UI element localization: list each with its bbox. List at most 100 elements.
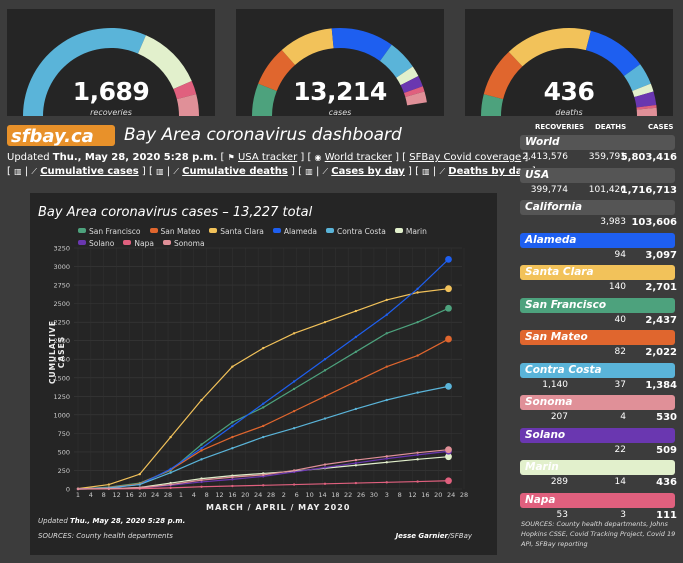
x-tick-label: 10: [305, 491, 313, 499]
y-tick-label: 750: [58, 430, 70, 438]
deaths-value: 436: [543, 77, 595, 106]
legend-swatch: [78, 240, 86, 245]
recoveries-cell: 399,774: [530, 184, 568, 195]
cases-by-day-link[interactable]: Cases by day: [331, 166, 405, 177]
deaths-cell: 82: [614, 347, 626, 357]
deaths-cell: 22: [614, 444, 626, 455]
y-tick-label: 3000: [53, 263, 70, 271]
data-point: [292, 483, 296, 486]
series-santa-clara: [76, 285, 452, 490]
line-chart-icon: ⟋: [173, 167, 179, 176]
gauge-segment: [252, 83, 277, 116]
cases-cell: 3,097: [645, 249, 677, 261]
data-point: [200, 480, 203, 484]
x-tick-label: 20: [241, 491, 249, 499]
region-label: San Mateo: [520, 330, 675, 345]
updated-prefix: Updated: [7, 152, 50, 163]
deaths-cell: 3: [620, 509, 626, 520]
flag-icon: ⚑: [227, 153, 235, 162]
data-point: [292, 387, 296, 391]
legend-label: San Mateo: [160, 227, 201, 236]
deaths-cell: 37: [614, 379, 626, 390]
data-point: [354, 461, 358, 465]
cases-cell: 509: [656, 444, 677, 456]
legend-item[interactable]: San Mateo: [149, 227, 201, 236]
line-chart-icon: ⟋: [322, 167, 329, 176]
data-point: [262, 435, 265, 439]
deaths-cell: 3,983: [600, 217, 626, 227]
x-tick-label: 8: [205, 491, 209, 499]
credit-name: Jesse Garnier: [395, 532, 448, 540]
cases-gauge-arc: [252, 27, 427, 116]
gauge-segment: [403, 86, 425, 98]
deaths-cell: 14: [614, 477, 626, 487]
deaths-by-day-link[interactable]: Deaths by day: [448, 166, 529, 177]
data-point: [354, 481, 358, 485]
deaths-gauge-arc: [481, 27, 657, 116]
deaths-cell: 359,791: [588, 152, 626, 162]
data-point: [354, 309, 358, 313]
legend-swatch: [123, 240, 132, 245]
x-tick-label: 3: [385, 491, 389, 499]
legend-item[interactable]: Alameda: [272, 227, 317, 236]
bar-chart-icon: ▥: [156, 167, 164, 176]
recoveries-cell: 2,413,576: [522, 152, 568, 162]
x-tick-label: 16: [421, 491, 429, 499]
chart-credit: Jesse Garnier/SFBay: [396, 532, 472, 540]
data-point: [416, 320, 419, 324]
recoveries-label: recoveries: [90, 108, 132, 117]
gauge-segment: [483, 51, 523, 100]
usa-tracker-link[interactable]: USA tracker: [237, 152, 298, 163]
cumulative-cases-link[interactable]: Cumulative cases: [40, 166, 139, 177]
legend-item[interactable]: Contra Costa: [325, 227, 386, 236]
series-line: [77, 288, 449, 490]
y-tick-label: 250: [58, 467, 70, 475]
sfbay-logo[interactable]: sfbay.ca: [7, 123, 117, 147]
data-point: [292, 469, 296, 472]
legend-label: San Francisco: [89, 227, 141, 236]
table-row: 1,140 37 1,384: [520, 380, 677, 393]
region-label: California: [520, 200, 675, 215]
data-point: [385, 398, 388, 402]
data-point: [231, 447, 234, 450]
x-tick-label: 16: [125, 491, 133, 499]
deaths-cell: 101,426: [588, 184, 626, 195]
chart-updated: Updated Thu., May 28, 2020 5:28 p.m.: [38, 517, 185, 525]
series-end-point: [445, 285, 452, 293]
data-point: [385, 481, 388, 484]
cumulative-deaths-link[interactable]: Cumulative deaths: [182, 166, 288, 177]
legend-swatch: [78, 228, 86, 233]
x-tick-label: 24: [254, 491, 262, 499]
cases-chart: 0 250 500 750 1000 1250 1500 1750 2000 2250 2500 27…: [53, 245, 468, 500]
data-point: [416, 480, 419, 483]
region-label: Contra Costa: [520, 362, 675, 378]
table-row: 207 4 530: [520, 412, 677, 425]
legend-item[interactable]: San Francisco: [78, 227, 141, 236]
recoveries-cell: 289: [550, 477, 568, 487]
data-point: [323, 320, 327, 324]
x-tick-label: 20: [138, 491, 146, 499]
data-point: [200, 478, 203, 482]
data-point: [262, 402, 265, 405]
x-tick-label: 1: [76, 491, 80, 499]
series-line: [77, 449, 449, 490]
data-point: [323, 395, 327, 398]
x-tick-label: 28: [267, 491, 275, 499]
series-end-point: [445, 335, 452, 343]
legend-item[interactable]: Marin: [394, 227, 427, 236]
world-tracker-link[interactable]: World tracker: [324, 152, 392, 163]
region-label: Santa Clara: [520, 265, 675, 280]
data-point: [292, 426, 296, 430]
sfbay-covid-link[interactable]: SFBay Covid coverage: [409, 152, 522, 163]
legend-item[interactable]: Santa Clara: [209, 227, 264, 236]
cases-cell: 436: [656, 477, 677, 488]
legend-item[interactable]: Napa: [123, 239, 154, 248]
table-row: 53 3 111: [520, 510, 677, 523]
x-tick-label: 12: [215, 491, 223, 499]
gauge-segment: [585, 30, 641, 77]
legend-item[interactable]: Solano: [78, 239, 114, 248]
cases-label: cases: [328, 108, 352, 117]
x-tick-label: 24: [151, 491, 159, 499]
legend-item[interactable]: Sonoma: [162, 239, 205, 248]
data-point: [385, 457, 388, 460]
